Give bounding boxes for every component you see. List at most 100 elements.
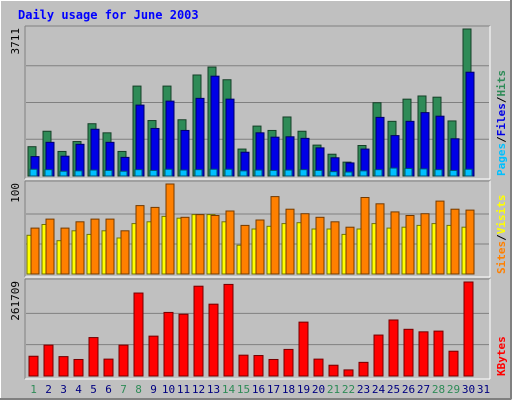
bar-pages-day-23 <box>359 170 368 177</box>
bar-kbytes-day-18 <box>283 348 294 377</box>
bar-kbytes-day-22 <box>343 369 354 377</box>
day-label-26: 26 <box>402 383 415 396</box>
day-label-23: 23 <box>357 383 370 396</box>
bar-kbytes-day-13 <box>208 303 219 377</box>
day-label-6: 6 <box>105 383 112 396</box>
day-label-24: 24 <box>372 383 386 396</box>
legend-kbytes: KBytes <box>495 336 508 376</box>
bar-kbytes-day-17 <box>268 358 279 377</box>
bar-pages-day-18 <box>284 169 293 177</box>
bar-kbytes-day-16 <box>253 355 264 377</box>
day-labels: 1 2 3 4 5 6 7 8 9 10 11 12 13 14 15 16 17 18 19 20 21 22 23 24 2… <box>30 383 490 396</box>
bar-kbytes-day-20 <box>313 358 324 377</box>
bar-files-day-16 <box>255 132 265 177</box>
bar-sites-day-22 <box>345 226 355 275</box>
bar-kbytes-day-19 <box>298 321 309 377</box>
bar-sites-day-14 <box>225 210 235 275</box>
bar-pages-day-25 <box>389 167 398 177</box>
day-label-13: 13 <box>207 383 220 396</box>
chart-title: Daily usage for June 2003 <box>18 8 199 22</box>
bar-pages-day-13 <box>209 168 218 177</box>
bar-kbytes-day-30 <box>463 281 474 377</box>
day-label-27: 27 <box>417 383 430 396</box>
bar-pages-day-29 <box>449 169 458 177</box>
bar-pages-day-26 <box>404 167 413 177</box>
bar-sites-day-21 <box>330 221 340 275</box>
bar-kbytes-day-1 <box>28 355 39 377</box>
legend-pages: Pages <box>495 143 508 176</box>
side-legend: KBytes <box>495 336 508 376</box>
bar-files-day-28 <box>435 115 445 177</box>
bar-pages-day-6 <box>104 169 113 177</box>
bar-pages-day-5 <box>89 169 98 177</box>
bar-sites-day-30 <box>465 209 475 275</box>
bar-files-day-10 <box>165 100 175 177</box>
bar-sites-day-12 <box>195 214 205 275</box>
side-legend: Sites/Visits <box>495 195 508 275</box>
bar-sites-day-15 <box>240 224 250 275</box>
bar-pages-day-8 <box>134 169 143 177</box>
bar-sites-day-29 <box>450 208 460 275</box>
bar-files-day-24 <box>375 116 385 177</box>
bar-pages-day-21 <box>329 171 338 177</box>
bar-pages-day-20 <box>314 169 323 177</box>
bar-kbytes-day-8 <box>133 292 144 377</box>
legend-: / <box>495 96 508 103</box>
bar-sites-day-19 <box>300 213 310 275</box>
day-label-15: 15 <box>237 383 250 396</box>
day-label-9: 9 <box>150 383 157 396</box>
day-label-10: 10 <box>162 383 175 396</box>
legend-: / <box>495 234 508 241</box>
bar-sites-day-18 <box>285 208 295 275</box>
day-label-25: 25 <box>387 383 400 396</box>
bar-pages-day-11 <box>179 169 188 177</box>
bar-kbytes-day-11 <box>178 313 189 377</box>
bar-pages-day-4 <box>74 170 83 177</box>
bar-pages-day-22 <box>344 171 353 177</box>
day-label-19: 19 <box>297 383 310 396</box>
bar-kbytes-day-6 <box>103 358 114 377</box>
bar-kbytes-day-26 <box>403 328 414 377</box>
bar-sites-day-24 <box>375 203 385 275</box>
day-label-8: 8 <box>135 383 142 396</box>
bar-kbytes-day-25 <box>388 319 399 377</box>
day-label-31: 31 <box>477 383 490 396</box>
legend-visits: Visits <box>495 195 508 235</box>
day-label-7: 7 <box>120 383 127 396</box>
panel-kbytes: 261709 KBytes <box>9 278 508 380</box>
side-legend: Pages/Files/Hits <box>495 70 508 176</box>
day-label-2: 2 <box>45 383 52 396</box>
bar-kbytes-day-23 <box>358 361 369 377</box>
bar-files-day-9 <box>150 127 160 177</box>
bar-files-day-14 <box>225 98 235 177</box>
day-label-3: 3 <box>60 383 67 396</box>
bar-pages-day-27 <box>419 168 428 177</box>
legend-: / <box>495 136 508 143</box>
bar-sites-day-28 <box>435 200 445 275</box>
bar-pages-day-2 <box>44 169 53 177</box>
bar-kbytes-day-29 <box>448 350 459 377</box>
bar-sites-day-7 <box>120 230 130 275</box>
day-label-12: 12 <box>192 383 205 396</box>
bar-kbytes-day-2 <box>43 344 54 377</box>
bar-sites-day-26 <box>405 215 415 275</box>
bar-files-day-11 <box>180 129 190 177</box>
bar-pages-day-15 <box>239 170 248 177</box>
bar-sites-day-27 <box>420 213 430 275</box>
bar-sites-day-1 <box>30 227 40 275</box>
day-label-29: 29 <box>447 383 460 396</box>
legend-hits: Hits <box>495 70 508 97</box>
bar-pages-day-10 <box>164 168 173 177</box>
bar-kbytes-day-12 <box>193 285 204 377</box>
bar-kbytes-day-24 <box>373 334 384 377</box>
bar-pages-day-24 <box>374 169 383 177</box>
bar-sites-day-11 <box>180 216 190 275</box>
bar-sites-day-5 <box>90 218 100 275</box>
bar-kbytes-day-7 <box>118 344 129 377</box>
y-max-label: 100 <box>9 183 22 203</box>
bar-kbytes-day-15 <box>238 354 249 377</box>
bar-files-day-27 <box>420 112 430 177</box>
bar-pages-day-16 <box>254 169 263 177</box>
bar-kbytes-day-28 <box>433 330 444 377</box>
